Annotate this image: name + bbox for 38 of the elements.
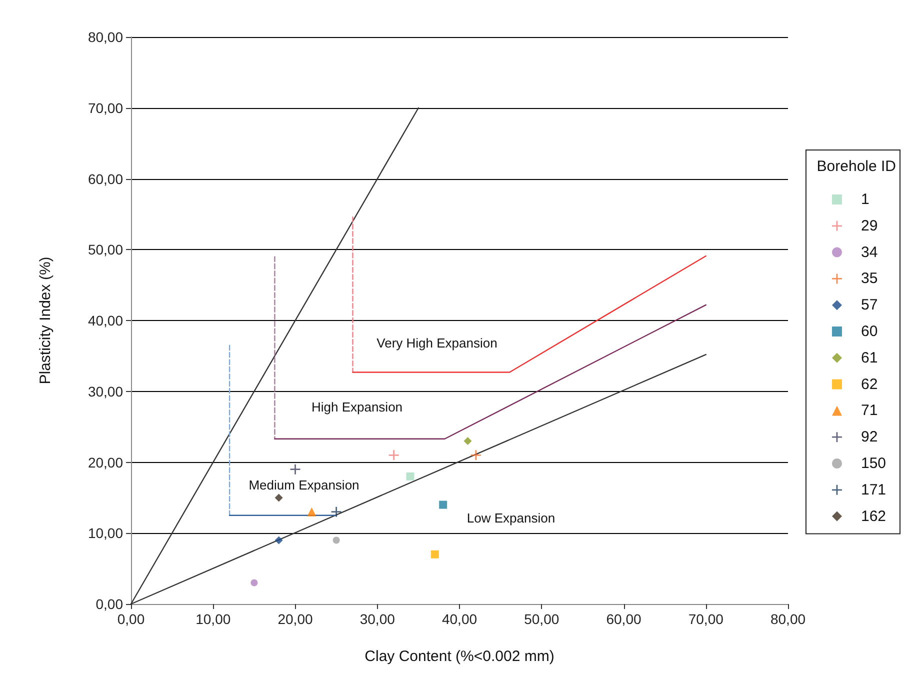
- legend-label: 57: [860, 296, 878, 314]
- legend-label: 60: [860, 323, 878, 340]
- x-tick-label: 50,00: [524, 611, 560, 627]
- x-tick-label: 20,00: [278, 611, 313, 627]
- legend-label: 71: [860, 402, 878, 420]
- legend-label: 62: [860, 376, 878, 393]
- x-tick-label: 80,00: [770, 611, 806, 627]
- x-axis-title: Clay Content (%<0.002 mm): [364, 648, 554, 665]
- annotation: Medium Expansion: [248, 478, 360, 492]
- y-tick-label: 30,00: [88, 383, 124, 400]
- y-tick-label: 20,00: [88, 454, 124, 470]
- annotation: Very High Expansion: [376, 336, 498, 350]
- legend-label: 150: [860, 455, 886, 472]
- y-tick-label: 70,00: [88, 100, 124, 116]
- y-tick-label: 80,00: [88, 29, 124, 45]
- legend-label: 171: [860, 481, 886, 498]
- legend-label: 1: [860, 191, 870, 208]
- y-tick-label: 50,00: [88, 242, 124, 258]
- legend-label: 34: [860, 244, 878, 261]
- y-tick-label: 60,00: [88, 170, 124, 187]
- legend-label: 61: [860, 349, 878, 366]
- y-axis-title: Plasticity Index (%): [37, 256, 54, 384]
- legend-label: 162: [860, 508, 886, 525]
- legend-title: Borehole ID: [816, 158, 896, 175]
- x-tick-label: 10,00: [196, 611, 231, 627]
- x-tick-label: 0,00: [117, 611, 145, 627]
- annotation: High Expansion: [311, 400, 403, 414]
- x-tick-label: 30,00: [360, 611, 396, 627]
- y-tick-label: 40,00: [88, 312, 124, 328]
- legend-label: 35: [860, 270, 878, 288]
- x-tick-label: 70,00: [688, 611, 724, 627]
- legend-label: 92: [860, 428, 878, 446]
- x-tick-label: 40,00: [442, 611, 478, 627]
- legend-label: 29: [860, 217, 878, 234]
- x-tick-label: 60,00: [606, 611, 642, 627]
- annotation: Low Expansion: [466, 510, 556, 526]
- y-tick-label: 10,00: [88, 525, 124, 542]
- y-tick-label: 0,00: [96, 596, 124, 612]
